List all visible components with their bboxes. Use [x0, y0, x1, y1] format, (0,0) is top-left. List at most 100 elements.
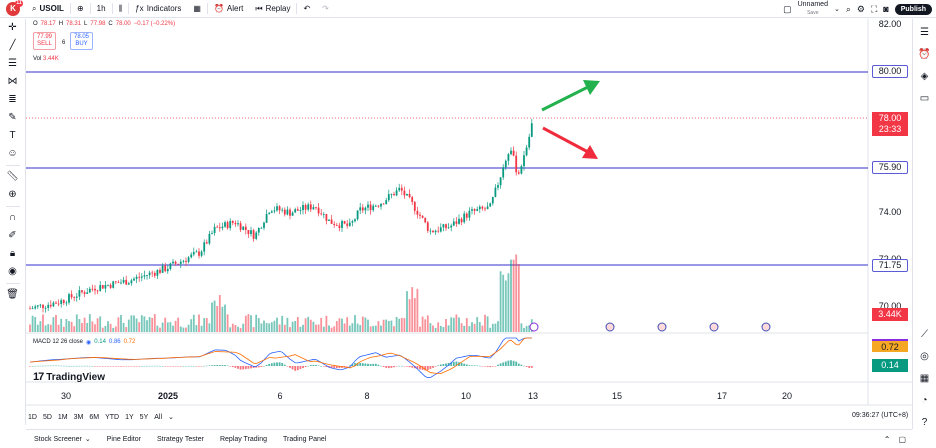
replay-button[interactable]: ⏮ Replay: [249, 0, 296, 18]
indicators-button[interactable]: ƒx Indicators: [129, 0, 187, 18]
volume-bar: [294, 321, 297, 332]
tab-strategy-tester[interactable]: Strategy Tester: [149, 436, 212, 443]
account-avatar[interactable]: K 11: [6, 0, 23, 16]
time-tick: 17: [716, 391, 728, 401]
macd-hist-bar: [325, 366, 328, 368]
macd-hist-bar: [377, 364, 380, 366]
lock-drawings-icon[interactable]: ✐: [8, 230, 17, 241]
pine-icon[interactable]: ⟋: [921, 328, 928, 340]
tab-stock-screener[interactable]: Stock Screener ⌄: [26, 435, 99, 444]
volume-bar: [504, 280, 507, 332]
settings-icon[interactable]: ⚙: [856, 3, 865, 14]
eye-icon[interactable]: ◉: [86, 340, 92, 346]
layout-name-button[interactable]: Unnamed Save: [798, 1, 828, 17]
candle-body: [47, 304, 50, 308]
fullscreen-icon[interactable]: ⛶: [870, 3, 878, 14]
candle-body: [96, 290, 99, 292]
brush-icon[interactable]: ✎: [8, 112, 17, 123]
alert-button[interactable]: ⏰ Alert: [208, 0, 249, 18]
text-icon[interactable]: T: [9, 130, 16, 141]
tab-replay-trading[interactable]: Replay Trading: [212, 436, 275, 443]
alerts-icon[interactable]: ⏰: [918, 48, 931, 60]
volume-bar: [434, 327, 437, 332]
chevron-up-icon[interactable]: ⌃: [883, 434, 891, 444]
volume-bar: [55, 315, 57, 332]
magnet-icon[interactable]: ∩: [8, 212, 17, 223]
pitchfork-icon[interactable]: ⋈: [7, 76, 18, 87]
close-label: C: [108, 21, 113, 27]
tab-pine-editor[interactable]: Pine Editor: [99, 436, 149, 443]
target-icon[interactable]: ◎: [920, 350, 929, 362]
symbol-search[interactable]: ⌕ USOIL: [26, 0, 70, 18]
chevron-down-icon[interactable]: ⌄: [833, 6, 840, 13]
flag-us-icon[interactable]: [657, 322, 667, 332]
trendline-icon[interactable]: ╱: [9, 40, 16, 51]
compare-button[interactable]: ⊕: [71, 0, 90, 18]
fib-icon[interactable]: ≣: [8, 94, 17, 105]
volume-bar: [151, 317, 154, 332]
layers-icon[interactable]: ◈: [920, 70, 929, 82]
macd-hist-bar: [304, 366, 307, 367]
flag-us-icon[interactable]: [605, 322, 615, 332]
crosshair-icon[interactable]: ✛: [8, 22, 17, 33]
macd-hist-bar: [117, 366, 120, 367]
calendar-icon[interactable]: ▦: [919, 372, 930, 384]
volume-bar: [159, 327, 161, 332]
tab-trading-panel[interactable]: Trading Panel: [275, 436, 334, 443]
chat-icon[interactable]: ▭: [919, 92, 930, 104]
macd-hist-bar: [96, 366, 99, 367]
sell-button[interactable]: 77.99 SELL: [33, 32, 57, 50]
chart-type-button[interactable]: ⫼: [113, 0, 129, 18]
ruler-icon[interactable]: 📏︎: [6, 171, 19, 182]
range-5y[interactable]: 5Y: [139, 413, 149, 421]
candle-body: [252, 230, 255, 239]
horizontal-lines-icon[interactable]: ☰: [8, 58, 17, 69]
volume-bar: [354, 315, 356, 332]
undo-button[interactable]: ↶: [297, 0, 316, 18]
range-3m[interactable]: 3M: [73, 413, 84, 421]
redo-button[interactable]: ↷: [316, 0, 335, 18]
volume-bar: [411, 287, 414, 332]
publish-button[interactable]: Publish: [894, 3, 932, 15]
range-5d[interactable]: 5D: [42, 413, 52, 421]
eye-icon[interactable]: ◉: [8, 266, 17, 277]
range-6m[interactable]: 6M: [89, 413, 100, 421]
interval-button[interactable]: 1h: [91, 0, 112, 18]
macd-hist-bar: [476, 365, 479, 367]
volume-bar: [351, 323, 354, 332]
emoji-icon[interactable]: ☺: [7, 148, 18, 159]
quick-search-icon[interactable]: ⌕: [845, 3, 851, 14]
volume-bar: [338, 318, 341, 332]
ideas-icon[interactable]: ◔: [921, 394, 928, 406]
candle-body: [161, 265, 164, 273]
camera-icon[interactable]: ◙: [883, 4, 889, 14]
date-range-icon[interactable]: ⌄: [168, 414, 174, 421]
trash-icon[interactable]: 🗑︎: [6, 289, 19, 300]
zoom-in-icon[interactable]: ⊕: [8, 189, 17, 200]
range-1y[interactable]: 1Y: [125, 413, 134, 421]
help-icon[interactable]: ?: [921, 416, 928, 428]
candle-body: [260, 227, 263, 229]
maximize-icon[interactable]: ▢: [898, 434, 906, 444]
templates-button[interactable]: ▦: [187, 0, 207, 18]
candle-body: [117, 282, 120, 284]
watchlist-icon[interactable]: ☰: [920, 26, 929, 38]
range-1m[interactable]: 1M: [57, 413, 68, 421]
volume-bar: [283, 324, 286, 332]
range-ytd[interactable]: YTD: [105, 413, 120, 421]
layout-icon[interactable]: ▢: [783, 3, 792, 14]
low-value: 77.98: [90, 21, 106, 27]
macd-hist-bar: [242, 366, 245, 370]
calendar-event-icon[interactable]: [529, 322, 539, 332]
volume-bar: [380, 325, 382, 332]
volume-bar: [499, 271, 502, 332]
range-all[interactable]: All: [154, 413, 163, 421]
flag-us-icon[interactable]: [709, 322, 719, 332]
buy-button[interactable]: 78.05 BUY: [70, 32, 94, 50]
lock-icon[interactable]: 🔒︎: [9, 248, 16, 259]
range-1d[interactable]: 1D: [28, 413, 37, 421]
candle-body: [101, 285, 104, 289]
flag-us-icon[interactable]: [761, 322, 771, 332]
candle-body: [42, 304, 44, 309]
